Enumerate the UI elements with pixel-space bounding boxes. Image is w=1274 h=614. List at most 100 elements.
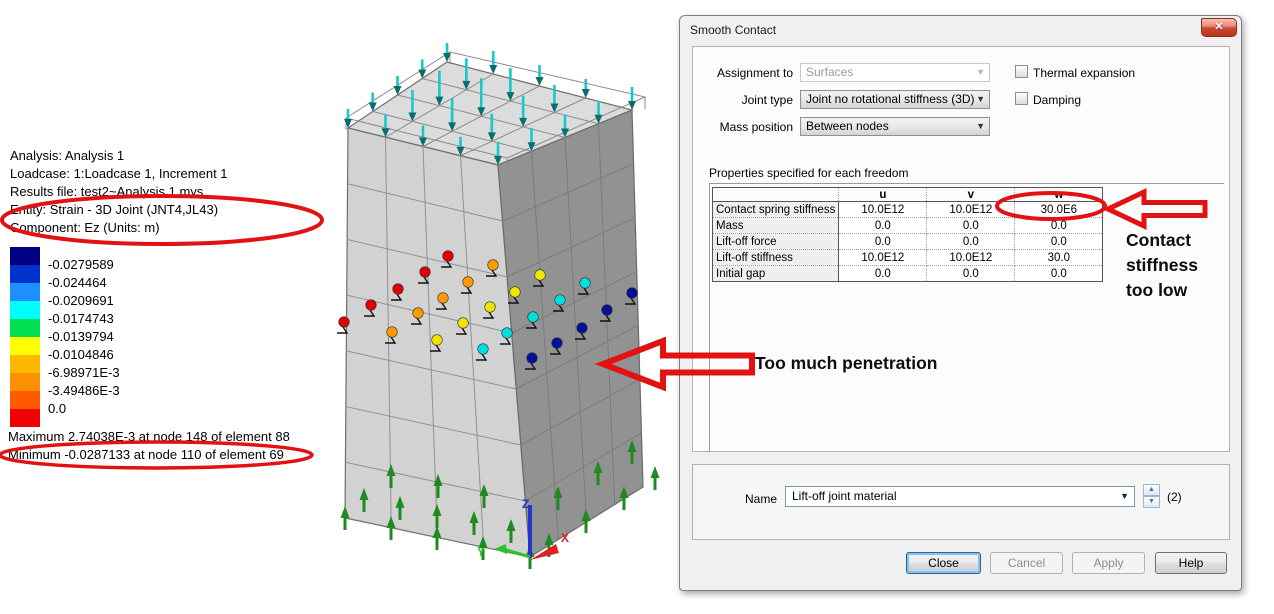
- legend-value: -0.0279589: [48, 257, 114, 272]
- mesh-grid: [345, 73, 642, 548]
- load-arrows: [344, 43, 636, 165]
- assignment-to-value: Surfaces: [806, 65, 854, 79]
- results-file-line: Results file: test2~Analysis 1.mys: [10, 184, 204, 199]
- assignment-to-label: Assignment to: [716, 66, 793, 80]
- group-divider: [709, 183, 710, 452]
- cell-v[interactable]: 0.0: [926, 233, 1016, 250]
- legend-value: -3.49486E-3: [48, 383, 120, 398]
- cell-u[interactable]: 0.0: [838, 233, 928, 250]
- close-dialog-button[interactable]: Close: [906, 552, 981, 574]
- cell-w[interactable]: 0.0: [1014, 265, 1104, 282]
- fea-mesh: Z Y X: [337, 43, 660, 569]
- entity-line: Entity: Strain - 3D Joint (JNT4,JL43): [10, 202, 219, 217]
- stiffness-annotation-line: stiffness: [1126, 255, 1198, 275]
- spin-down-button[interactable]: ▼: [1143, 496, 1160, 508]
- row-label: Contact spring stiffness: [711, 201, 840, 218]
- cell-u[interactable]: 10.0E12: [838, 201, 928, 218]
- row-label: Initial gap: [711, 265, 840, 282]
- close-icon: ✕: [1214, 21, 1224, 33]
- legend-band: [10, 355, 40, 373]
- mass-position-value: Between nodes: [806, 119, 889, 133]
- cell-u[interactable]: 0.0: [838, 265, 928, 282]
- legend-band: [10, 391, 40, 409]
- legend-value: -0.0139794: [48, 329, 114, 344]
- legend-band: [10, 319, 40, 337]
- name-panel: Name Lift-off joint material ▼ ▲ ▼ (2): [692, 464, 1230, 540]
- component-line: Component: Ez (Units: m): [10, 220, 160, 235]
- legend-value: -0.0104846: [48, 347, 114, 362]
- minimum-line: Minimum -0.0287133 at node 110 of elemen…: [8, 447, 284, 462]
- joint-type-dropdown[interactable]: Joint no rotational stiffness (3D) ▼: [800, 90, 990, 109]
- smooth-contact-dialog: Smooth Contact ✕ Assignment to Surfaces …: [679, 15, 1242, 591]
- table-row: Contact spring stiffness 10.0E12 10.0E12…: [711, 201, 1104, 218]
- legend-band: [10, 301, 40, 319]
- corner-cell: [711, 187, 840, 202]
- z-axis-label: Z: [522, 497, 529, 511]
- material-count: (2): [1167, 490, 1182, 504]
- spin-up-button[interactable]: ▲: [1143, 484, 1160, 496]
- coordinate-axes: Z Y X: [477, 497, 569, 560]
- chevron-down-icon: ▼: [976, 121, 985, 131]
- legend-value: -0.0209691: [48, 293, 114, 308]
- maximum-line: Maximum 2.74038E-3 at node 148 of elemen…: [8, 429, 290, 444]
- cell-v[interactable]: 10.0E12: [926, 201, 1016, 218]
- table-row: Lift-off force 0.0 0.0 0.0: [711, 233, 1104, 250]
- spin-up-icon: ▲: [1148, 486, 1155, 493]
- row-label: Lift-off stiffness: [711, 249, 840, 266]
- group-divider: [709, 183, 1224, 184]
- cell-w[interactable]: 30.0E6: [1014, 201, 1104, 218]
- col-u: u: [838, 187, 928, 202]
- table-row: Initial gap 0.0 0.0 0.0: [711, 265, 1104, 282]
- table-header-row: u v w: [711, 187, 1104, 202]
- dialog-titlebar[interactable]: Smooth Contact ✕: [680, 16, 1241, 44]
- legend-band: [10, 337, 40, 355]
- assignment-to-dropdown: Surfaces ▼: [800, 63, 990, 82]
- cell-w[interactable]: 30.0: [1014, 249, 1104, 266]
- stiffness-annotation: Contact stiffness too low: [1126, 228, 1198, 303]
- cell-u[interactable]: 10.0E12: [838, 249, 928, 266]
- thermal-expansion-checkbox[interactable]: [1015, 65, 1028, 78]
- stiffness-annotation-line: Contact: [1126, 230, 1192, 250]
- cell-v[interactable]: 0.0: [926, 265, 1016, 282]
- undeformed-wireframe: [344, 51, 647, 170]
- cell-w[interactable]: 0.0: [1014, 233, 1104, 250]
- chevron-down-icon: ▼: [976, 94, 985, 104]
- cell-u[interactable]: 0.0: [838, 217, 928, 234]
- mesh-right-face: [497, 109, 644, 559]
- legend-value: -0.0174743: [48, 311, 114, 326]
- mass-position-dropdown[interactable]: Between nodes ▼: [800, 117, 990, 136]
- close-button[interactable]: ✕: [1201, 18, 1237, 37]
- legend-band: [10, 409, 40, 427]
- support-arrows: [340, 440, 660, 569]
- cell-w[interactable]: 0.0: [1014, 217, 1104, 234]
- cell-v[interactable]: 10.0E12: [926, 249, 1016, 266]
- properties-table: u v w Contact spring stiffness 10.0E12 1…: [711, 187, 1104, 282]
- cancel-button: Cancel: [990, 552, 1063, 574]
- legend-value: -0.024464: [48, 275, 107, 290]
- y-axis-label: Y: [477, 545, 485, 559]
- dialog-title: Smooth Contact: [690, 23, 777, 37]
- joint-type-value: Joint no rotational stiffness (3D): [806, 92, 975, 106]
- mesh-left-face: [344, 127, 531, 558]
- row-label: Mass: [711, 217, 840, 234]
- help-button[interactable]: Help: [1155, 552, 1227, 574]
- joint-type-label: Joint type: [741, 93, 793, 107]
- legend-band: [10, 265, 40, 283]
- damping-checkbox[interactable]: [1015, 92, 1028, 105]
- legend-band: [10, 373, 40, 391]
- table-row: Lift-off stiffness 10.0E12 10.0E12 30.0: [711, 249, 1104, 266]
- penetration-annotation: Too much penetration: [755, 353, 938, 373]
- name-label: Name: [744, 492, 777, 506]
- name-dropdown[interactable]: Lift-off joint material ▼: [785, 486, 1135, 507]
- damping-label: Damping: [1033, 93, 1082, 107]
- mass-position-label: Mass position: [719, 120, 793, 134]
- cell-v[interactable]: 0.0: [926, 217, 1016, 234]
- name-value: Lift-off joint material: [792, 489, 897, 503]
- table-row: Mass 0.0 0.0 0.0: [711, 217, 1104, 234]
- chevron-down-icon: ▼: [1120, 491, 1129, 501]
- col-v: v: [926, 187, 1016, 202]
- thermal-expansion-label: Thermal expansion: [1033, 66, 1136, 80]
- legend-band: [10, 247, 40, 265]
- spin-down-icon: ▼: [1148, 498, 1155, 505]
